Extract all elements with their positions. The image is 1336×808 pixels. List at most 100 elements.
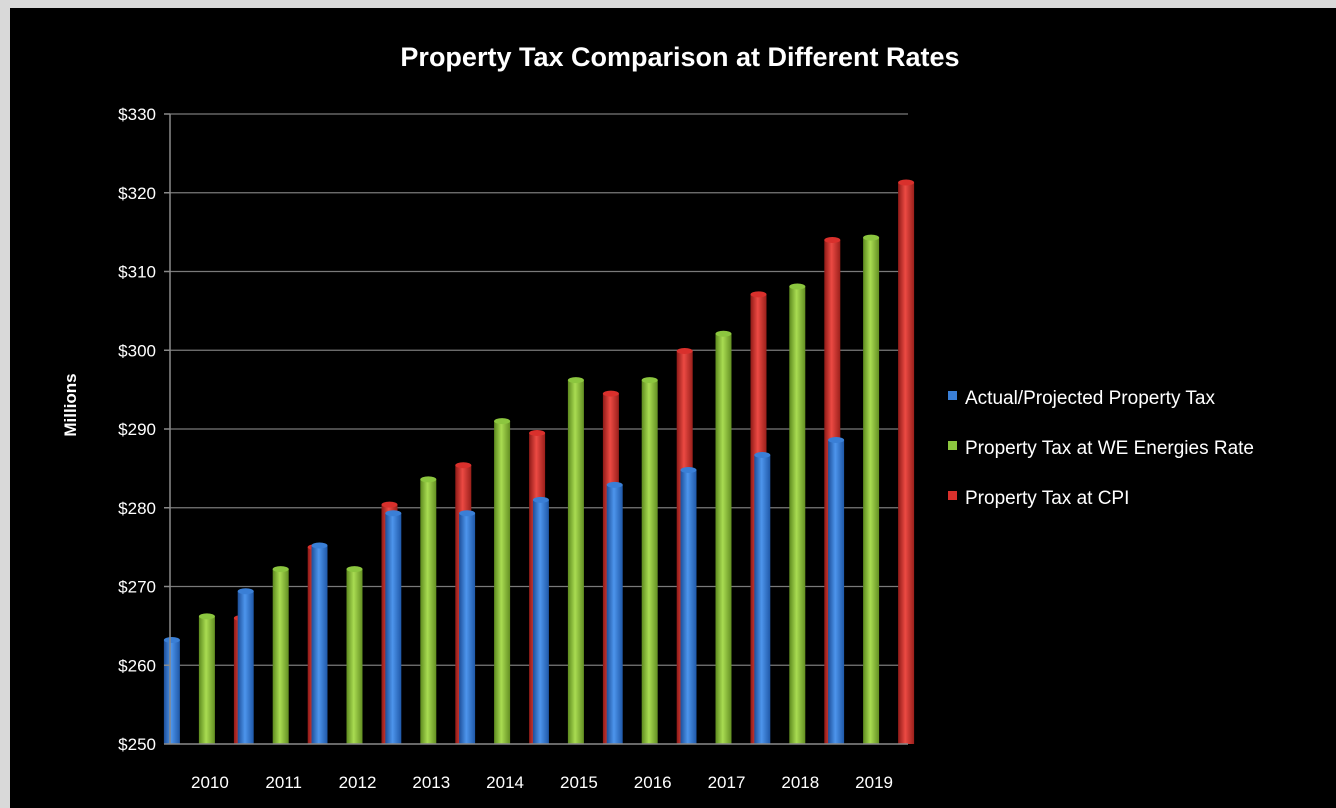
bar-cap — [606, 481, 623, 488]
bar-we-energies — [420, 476, 437, 744]
bar-body — [898, 182, 915, 744]
bar-we-energies — [198, 613, 215, 744]
x-tick-label: 2019 — [855, 773, 893, 792]
legend-swatch — [948, 391, 957, 400]
legend-item: Property Tax at CPI — [948, 488, 1129, 509]
bar-we-energies — [863, 234, 880, 744]
y-tick-label: $260 — [118, 656, 156, 675]
x-tick-label: 2010 — [191, 773, 229, 792]
bar-body — [606, 484, 623, 744]
bar-cap — [237, 588, 254, 595]
bar-cap — [272, 566, 289, 573]
bar-body — [641, 380, 658, 744]
y-tick-label: $330 — [118, 105, 156, 124]
legend-label: Property Tax at CPI — [965, 488, 1129, 509]
bar-cap — [455, 462, 472, 469]
legend-label: Actual/Projected Property Tax — [965, 388, 1215, 409]
x-tick-label: 2012 — [339, 773, 377, 792]
bar-cap — [198, 613, 215, 620]
bar-body — [863, 237, 880, 744]
y-tick-label: $300 — [118, 341, 156, 360]
legend-swatch — [948, 441, 957, 450]
bar-cap — [828, 437, 845, 444]
y-tick-label: $280 — [118, 499, 156, 518]
bar-cap — [381, 501, 398, 508]
bar-body — [567, 380, 584, 744]
bar-cap — [680, 466, 697, 473]
bar-actual — [459, 510, 476, 744]
y-axis-label: Millions — [61, 373, 80, 436]
bar-body — [346, 569, 363, 744]
bar-cap — [385, 510, 402, 517]
bar-we-energies — [272, 566, 289, 744]
bar-cap — [311, 542, 328, 549]
y-axis-ticks: $250 $260 $270 $280 $290 $300 $310 $320 $330 — [118, 105, 156, 754]
bar-we-energies — [715, 330, 732, 744]
bar-actual — [828, 437, 845, 744]
bar-cap — [754, 451, 771, 458]
x-tick-label: 2015 — [560, 773, 598, 792]
x-axis-ticks: 2010 2011 2012 2013 2014 2015 2016 2017 2018 2019 — [191, 773, 893, 792]
legend-item: Actual/Projected Property Tax — [948, 388, 1215, 409]
bar-cap — [641, 377, 658, 384]
bar-actual — [237, 588, 254, 744]
x-tick-label: 2014 — [486, 773, 524, 792]
x-tick-label: 2017 — [708, 773, 746, 792]
bar-we-energies — [641, 377, 658, 744]
legend: Actual/Projected Property Tax Property Ta… — [948, 388, 1254, 509]
x-tick-label: 2013 — [412, 773, 450, 792]
bar-cap — [494, 418, 511, 425]
bar-cap — [346, 566, 363, 573]
bar-body — [715, 333, 732, 744]
bar-body — [163, 640, 180, 744]
bar-body — [237, 591, 254, 744]
bar-cap — [824, 237, 841, 243]
bar-actual — [311, 542, 328, 744]
y-tick-label: $320 — [118, 184, 156, 203]
bars — [163, 179, 915, 744]
axes — [164, 113, 908, 745]
bar-cap — [529, 429, 546, 436]
bar-body — [532, 499, 549, 744]
bar-actual — [163, 637, 180, 744]
bar-we-energies — [789, 283, 806, 744]
y-tick-label: $310 — [118, 263, 156, 282]
legend-swatch — [948, 491, 957, 500]
y-tick-label: $290 — [118, 420, 156, 439]
bar-cap — [898, 179, 915, 186]
bar-cap — [459, 510, 476, 517]
bar-cap — [789, 283, 806, 290]
bar-cap — [750, 291, 767, 298]
bar-body — [754, 454, 771, 744]
x-tick-label: 2016 — [634, 773, 672, 792]
bar-we-energies — [346, 566, 363, 744]
bar-body — [789, 286, 806, 744]
bar-body — [198, 616, 215, 744]
x-tick-label: 2011 — [265, 773, 302, 792]
bar-body — [420, 479, 437, 744]
bar-cap — [676, 348, 693, 355]
bar-body — [272, 569, 289, 744]
bar-we-energies — [567, 377, 584, 744]
x-tick-label: 2018 — [781, 773, 819, 792]
bar-body — [459, 513, 476, 744]
bar-actual — [680, 466, 697, 744]
bar-actual — [385, 510, 402, 744]
bar-body — [494, 421, 511, 744]
bar-cap — [532, 496, 549, 503]
bar-cap — [863, 234, 880, 241]
bar-actual — [606, 481, 623, 744]
bar-actual — [754, 451, 771, 744]
legend-label: Property Tax at WE Energies Rate — [965, 438, 1254, 459]
legend-item: Property Tax at WE Energies Rate — [948, 438, 1254, 459]
bar-cap — [163, 637, 180, 644]
bar-actual — [532, 496, 549, 744]
bar-body — [385, 513, 402, 744]
bar-cap — [602, 390, 619, 397]
bar-cpi — [898, 179, 915, 744]
bar-chart: Property Tax Comparison at Different Rat… — [61, 42, 1254, 792]
chart-title: Property Tax Comparison at Different Rat… — [400, 42, 959, 72]
chart-frame: Property Tax Comparison at Different Rat… — [10, 8, 1336, 808]
bar-cap — [567, 377, 584, 384]
bar-body — [828, 440, 845, 744]
